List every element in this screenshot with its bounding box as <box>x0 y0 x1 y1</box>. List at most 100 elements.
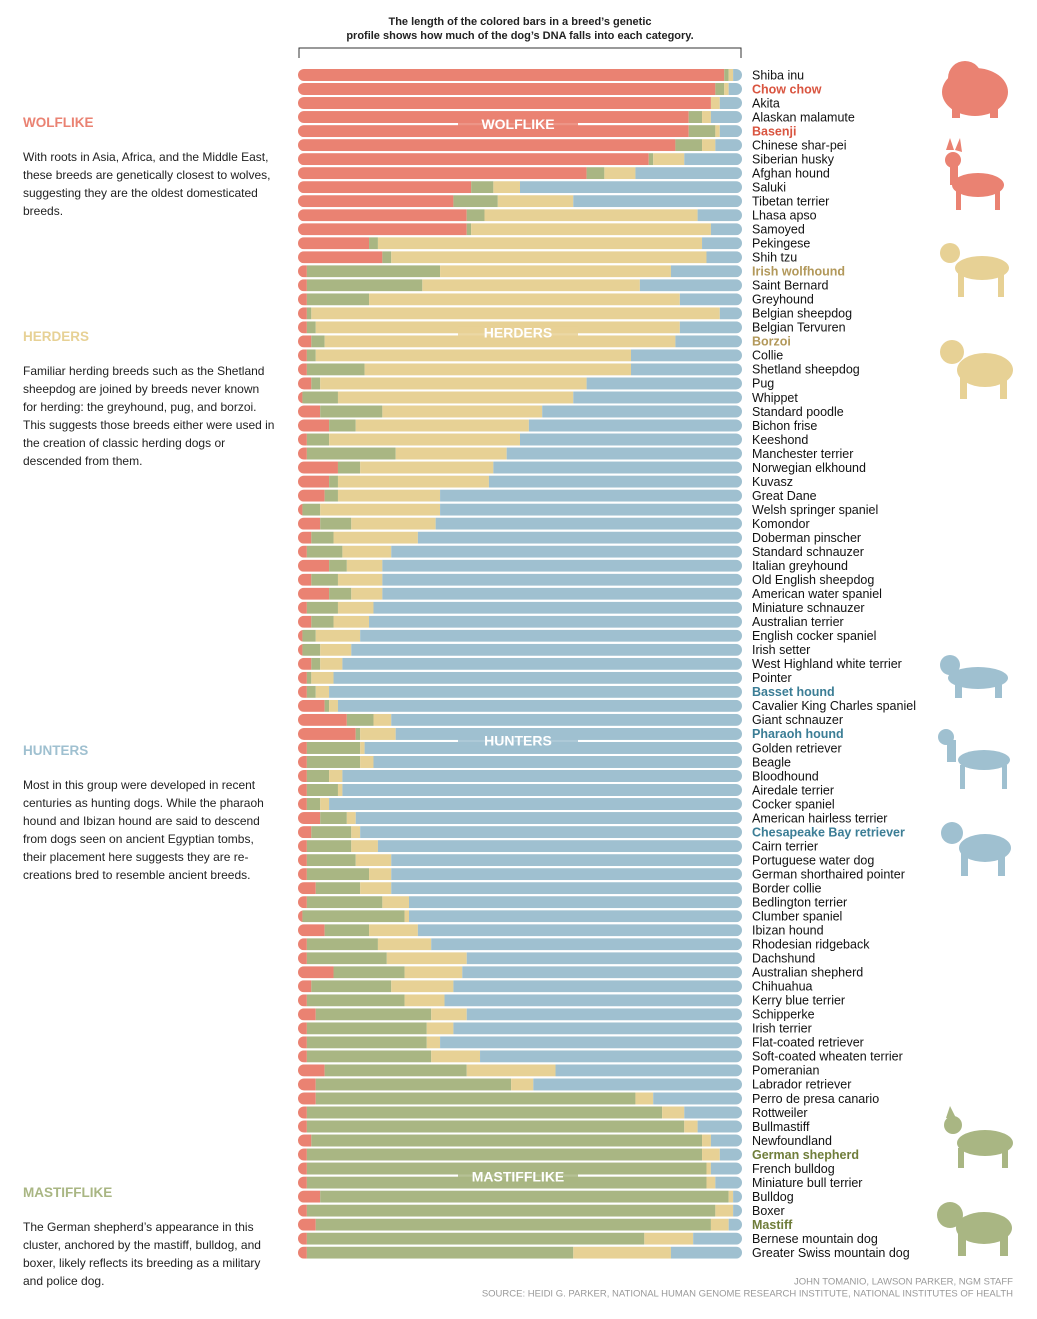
breed-label: Flat-coated retriever <box>752 1036 864 1050</box>
bar-segment <box>377 237 703 250</box>
breed-label: Soft-coated wheaten terrier <box>752 1050 903 1064</box>
bar-row <box>298 293 742 306</box>
bar-row <box>298 475 742 488</box>
bar-segment <box>298 223 467 236</box>
breed-label: Chow chow <box>752 82 822 96</box>
bar-segment <box>306 265 441 278</box>
bar-row <box>298 924 742 937</box>
bar-segment <box>333 966 405 979</box>
bar-row <box>298 1078 742 1091</box>
breed-label: Keeshond <box>752 433 808 447</box>
bar-segment <box>298 125 689 138</box>
bar-row <box>298 391 742 404</box>
breed-label: Borzoi <box>752 335 791 349</box>
bar-segment <box>298 587 330 600</box>
bar-segment <box>298 994 307 1007</box>
bar-segment <box>373 713 392 726</box>
bar-segment <box>733 1204 742 1217</box>
bar-segment <box>466 209 485 222</box>
bar-segment <box>724 69 729 81</box>
bar-row <box>298 195 742 208</box>
bar-segment <box>298 1078 316 1091</box>
bar-segment <box>542 405 742 418</box>
bar-segment <box>342 770 742 782</box>
bar-segment <box>311 826 352 839</box>
bar-row <box>298 573 742 586</box>
bar-segment <box>719 125 742 138</box>
dog-icon <box>940 655 1008 698</box>
group-description: Most in this group were developed in rec… <box>23 778 264 882</box>
bar-row <box>298 854 742 867</box>
bar-segment <box>298 924 325 937</box>
bar-segment <box>382 405 543 418</box>
bar-segment <box>329 798 742 811</box>
bar-row <box>298 798 742 811</box>
breed-label: Rhodesian ridgeback <box>752 938 870 952</box>
breed-label: Kerry blue terrier <box>752 994 845 1008</box>
bar-segment <box>302 643 321 656</box>
bar-segment <box>315 1008 432 1021</box>
bar-segment <box>466 223 472 236</box>
bar-segment <box>298 111 689 124</box>
bar-segment <box>298 265 307 278</box>
bar-segment <box>311 657 321 670</box>
breed-label: Dachshund <box>752 952 815 966</box>
bar-segment <box>688 125 716 138</box>
bar-segment <box>298 671 307 684</box>
bar-segment <box>320 657 343 670</box>
bar-segment <box>435 517 742 530</box>
bar-segment <box>329 419 356 432</box>
bar-segment <box>298 1148 307 1161</box>
bar-segment <box>706 1162 711 1175</box>
breed-label: Chinese shar-pei <box>752 138 847 152</box>
bar-segment <box>644 1232 694 1245</box>
breed-label: Collie <box>752 349 783 363</box>
bar-segment <box>670 1246 742 1259</box>
bar-segment <box>573 1246 671 1259</box>
bar-row <box>298 1232 742 1245</box>
bar-segment <box>298 531 312 544</box>
bar-segment <box>302 629 316 642</box>
bar-segment <box>306 1232 645 1245</box>
bar-segment <box>298 405 321 418</box>
dog-icon <box>940 340 1013 399</box>
bar-segment <box>298 741 307 754</box>
bar-segment <box>306 363 365 376</box>
bar-segment <box>298 938 307 951</box>
bar-segment <box>298 868 307 881</box>
bar-segment <box>471 223 711 236</box>
bar-segment <box>298 755 307 768</box>
breed-label: Greyhound <box>752 293 814 307</box>
bar-segment <box>306 1050 432 1063</box>
breed-label: Chesapeake Bay retriever <box>752 825 905 839</box>
bar-segment <box>311 335 325 348</box>
bar-segment <box>306 784 338 797</box>
bar-segment <box>306 293 370 306</box>
bar-segment <box>733 1190 742 1203</box>
group-band <box>458 326 578 339</box>
bar-segment <box>404 994 445 1007</box>
bar-segment <box>298 83 716 96</box>
bar-segment <box>573 195 742 208</box>
bar-row <box>298 699 742 712</box>
credit: SOURCE: HEIDI G. PARKER, NATIONAL HUMAN … <box>482 1289 1013 1300</box>
bar-row <box>298 97 742 110</box>
bar-segment <box>306 433 330 446</box>
bar-segment <box>702 1148 720 1161</box>
bar-segment <box>395 447 507 460</box>
bar-row <box>298 910 742 923</box>
breed-label: Great Dane <box>752 489 817 503</box>
bar-segment <box>298 475 330 488</box>
bar-segment <box>631 349 742 362</box>
bar-segment <box>715 125 720 138</box>
bar-segment <box>306 279 423 292</box>
bar-row <box>298 952 742 965</box>
bar-row <box>298 237 742 250</box>
bar-segment <box>306 307 312 320</box>
group-band <box>458 118 578 131</box>
bar-segment <box>306 545 343 558</box>
breed-label: Golden retriever <box>752 741 842 755</box>
bar-row <box>298 377 742 390</box>
bar-row <box>298 601 742 614</box>
